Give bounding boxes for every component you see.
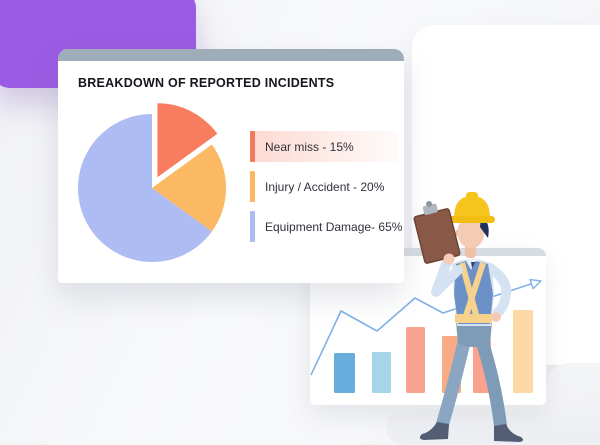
legend-color-bar	[250, 211, 255, 242]
bar-3	[406, 327, 425, 393]
bar-2	[372, 352, 391, 393]
worker-right-arm	[485, 263, 512, 317]
legend-label: Injury / Accident - 20%	[265, 179, 385, 194]
worker-right-hand	[491, 312, 501, 322]
card-title: BREAKDOWN OF REPORTED INCIDENTS	[78, 76, 335, 90]
legend-item-2: Injury / Accident - 20%	[250, 171, 398, 202]
pie-chart	[77, 103, 226, 262]
worker-left-hand	[443, 253, 455, 265]
bar-1	[334, 353, 355, 393]
legend-color-bar	[250, 131, 255, 162]
pie-slice-1	[157, 103, 218, 178]
clipboard	[413, 200, 461, 264]
worker-hips	[456, 322, 492, 347]
worker-waistband	[455, 314, 492, 323]
worker-left-arm	[431, 257, 463, 297]
worker-strap-left	[459, 262, 481, 323]
worker-face	[457, 215, 485, 249]
hard-hat-brim	[447, 216, 495, 223]
legend-label: Equipment Damage- 65%	[265, 219, 403, 234]
legend-label: Near miss - 15%	[265, 139, 354, 154]
trend-arrow-icon	[529, 278, 542, 290]
pie-slice-3	[77, 114, 212, 262]
incident-report-card: BREAKDOWN OF REPORTED INCIDENTS Near mis…	[58, 49, 404, 283]
bar-6	[513, 310, 533, 393]
worker-left-shoe	[419, 422, 449, 440]
legend: Near miss - 15% Injury / Accident - 20% Eq…	[250, 131, 402, 251]
worker-right-leg	[474, 331, 508, 437]
worker-right-shoe	[494, 424, 524, 442]
legend-color-bar	[250, 171, 255, 202]
construction-worker-illustration	[413, 192, 524, 442]
hard-hat-dome	[454, 196, 490, 218]
worker-strap-right	[461, 262, 486, 323]
legend-item-3: Equipment Damage- 65%	[250, 211, 402, 242]
legend-item-1: Near miss - 15%	[250, 131, 398, 162]
hard-hat-ridge	[466, 192, 478, 200]
card-header-bar	[58, 49, 404, 61]
pie-slice-2	[152, 144, 226, 232]
worker-left-leg	[435, 331, 472, 433]
